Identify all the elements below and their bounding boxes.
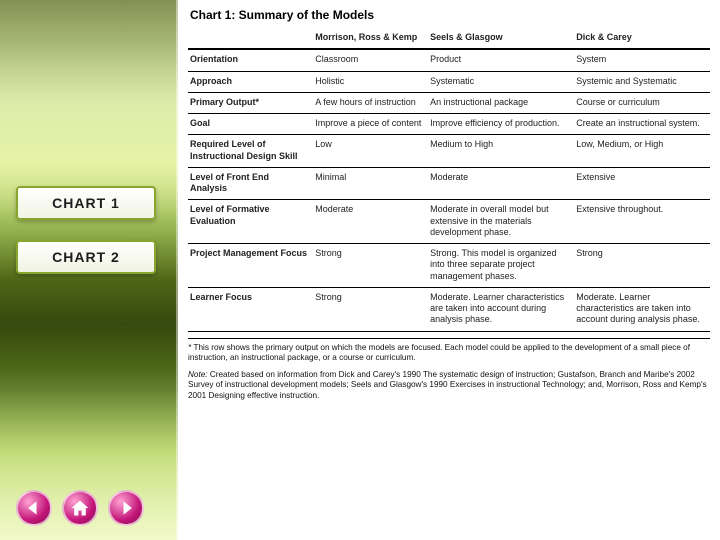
row-header: Approach <box>188 71 313 92</box>
table-row: GoalImprove a piece of contentImprove ef… <box>188 114 710 135</box>
table-cell: Systemic and Systematic <box>574 71 710 92</box>
table-cell: Moderate <box>313 200 428 244</box>
table-cell: Holistic <box>313 71 428 92</box>
home-icon[interactable] <box>62 490 98 526</box>
row-header: Level of Formative Evaluation <box>188 200 313 244</box>
table-cell: Moderate in overall model but extensive … <box>428 200 574 244</box>
row-header: Learner Focus <box>188 287 313 331</box>
col-header: Dick & Carey <box>574 28 710 49</box>
table-cell: Extensive throughout. <box>574 200 710 244</box>
col-header: Morrison, Ross & Kemp <box>313 28 428 49</box>
table-cell: An instructional package <box>428 92 574 113</box>
summary-table: Morrison, Ross & Kemp Seels & Glasgow Di… <box>188 28 710 332</box>
table-cell: Extensive <box>574 167 710 200</box>
chart-title: Chart 1: Summary of the Models <box>190 8 710 22</box>
table-cell: Systematic <box>428 71 574 92</box>
table-cell: Classroom <box>313 49 428 71</box>
row-header: Goal <box>188 114 313 135</box>
table-cell: Moderate. Learner characteristics are ta… <box>428 287 574 331</box>
nav-icon-row <box>16 490 144 526</box>
slide-stage: CHART 1 CHART 2 Chart 1: Summary of the … <box>0 0 720 540</box>
note-text: Created based on information from Dick a… <box>188 370 707 400</box>
table-cell: Low <box>313 135 428 168</box>
table-cell: System <box>574 49 710 71</box>
col-header <box>188 28 313 49</box>
table-row: Learner FocusStrongModerate. Learner cha… <box>188 287 710 331</box>
table-row: OrientationClassroomProductSystem <box>188 49 710 71</box>
table-cell: Strong. This model is organized into thr… <box>428 244 574 288</box>
table-cell: Moderate. Learner characteristics are ta… <box>574 287 710 331</box>
table-cell: Improve a piece of content <box>313 114 428 135</box>
row-header: Required Level of Instructional Design S… <box>188 135 313 168</box>
table-cell: Product <box>428 49 574 71</box>
table-header-row: Morrison, Ross & Kemp Seels & Glasgow Di… <box>188 28 710 49</box>
note-lead: Note: <box>188 370 210 379</box>
table-row: Required Level of Instructional Design S… <box>188 135 710 168</box>
content-panel: Chart 1: Summary of the Models Morrison,… <box>178 0 720 540</box>
table-cell: Strong <box>574 244 710 288</box>
row-header: Primary Output* <box>188 92 313 113</box>
forward-icon[interactable] <box>108 490 144 526</box>
chart-2-button[interactable]: CHART 2 <box>16 240 156 274</box>
back-icon[interactable] <box>16 490 52 526</box>
table-cell: Strong <box>313 287 428 331</box>
footnote-text: This row shows the primary output on whi… <box>188 343 690 363</box>
chart-1-button[interactable]: CHART 1 <box>16 186 156 220</box>
source-note: Note: Created based on information from … <box>188 370 710 402</box>
table-cell: Strong <box>313 244 428 288</box>
table-cell: Course or curriculum <box>574 92 710 113</box>
table-row: ApproachHolisticSystematicSystemic and S… <box>188 71 710 92</box>
sidebar: CHART 1 CHART 2 <box>0 0 178 540</box>
row-header: Orientation <box>188 49 313 71</box>
footnote: * This row shows the primary output on w… <box>188 338 710 364</box>
table-row: Level of Formative EvaluationModerateMod… <box>188 200 710 244</box>
row-header: Project Management Focus <box>188 244 313 288</box>
table-cell: Medium to High <box>428 135 574 168</box>
sidebar-buttons: CHART 1 CHART 2 <box>16 186 162 294</box>
table-cell: Minimal <box>313 167 428 200</box>
table-cell: Create an instructional system. <box>574 114 710 135</box>
table-row: Level of Front End AnalysisMinimalModera… <box>188 167 710 200</box>
col-header: Seels & Glasgow <box>428 28 574 49</box>
table-cell: A few hours of instruction <box>313 92 428 113</box>
row-header: Level of Front End Analysis <box>188 167 313 200</box>
table-cell: Low, Medium, or High <box>574 135 710 168</box>
table-row: Project Management FocusStrongStrong. Th… <box>188 244 710 288</box>
table-cell: Improve efficiency of production. <box>428 114 574 135</box>
table-row: Primary Output*A few hours of instructio… <box>188 92 710 113</box>
table-cell: Moderate <box>428 167 574 200</box>
